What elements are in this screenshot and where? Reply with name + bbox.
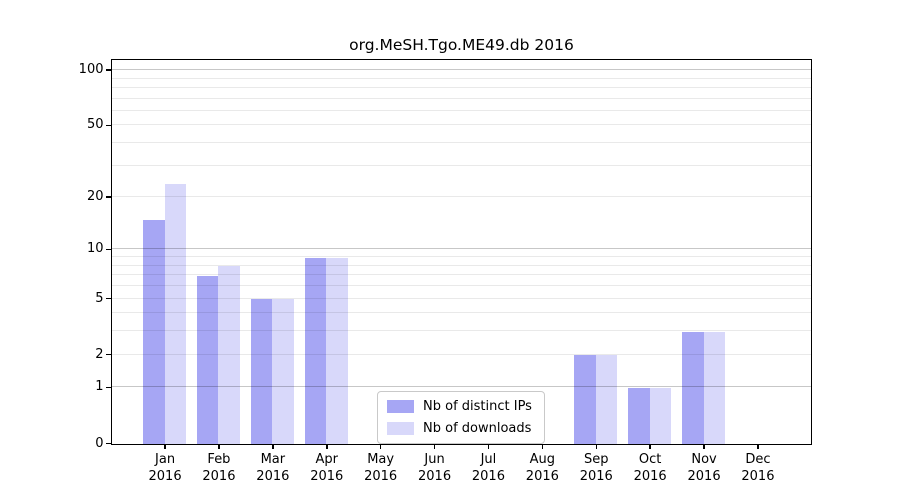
plot-area <box>111 58 812 445</box>
bar-ips-sep <box>574 355 596 444</box>
x-tick-label: Feb 2016 <box>187 452 251 485</box>
x-tick-mark <box>272 444 274 449</box>
x-tick-year: 2016 <box>741 468 775 484</box>
plot-inner <box>112 60 811 444</box>
bar-ips-apr <box>304 257 327 444</box>
y-tick-mark <box>105 248 111 251</box>
x-tick-mark <box>379 444 382 449</box>
x-tick-mark <box>541 444 544 449</box>
x-tick-label: Sep 2016 <box>564 452 628 485</box>
x-tick-label: Dec 2016 <box>726 452 790 485</box>
y-tick-label: 20 <box>86 189 104 205</box>
x-tick-label: May 2016 <box>349 452 413 485</box>
x-tick-mark <box>326 444 328 449</box>
y-tick-mark <box>105 297 111 300</box>
x-tick-mark <box>595 444 597 449</box>
minor-gridline <box>112 297 811 299</box>
bar-downloads-jan <box>164 183 187 444</box>
x-tick-year: 2016 <box>418 468 452 484</box>
x-tick-label: Jul 2016 <box>456 452 520 485</box>
major-gridline <box>112 386 811 388</box>
major-gridline <box>112 248 811 250</box>
x-tick-year: 2016 <box>525 468 559 484</box>
bar-downloads-sep <box>595 355 618 444</box>
x-tick-year: 2016 <box>633 468 667 484</box>
bar-downloads-nov <box>703 331 726 444</box>
minor-gridline <box>112 264 811 266</box>
x-tick-year: 2016 <box>579 468 613 484</box>
x-tick-mark <box>757 444 759 449</box>
bar-ips-mar <box>250 299 273 444</box>
bar-downloads-oct <box>649 387 672 444</box>
major-gridline <box>112 69 811 71</box>
y-tick-label: 2 <box>95 346 104 362</box>
x-tick-year: 2016 <box>310 468 344 484</box>
y-tick-mark <box>105 442 111 445</box>
bar-downloads-feb <box>218 266 240 444</box>
y-tick-label: 50 <box>86 117 104 133</box>
x-tick-year: 2016 <box>471 468 505 484</box>
minor-gridline <box>112 109 811 111</box>
bar-ips-oct <box>628 387 650 444</box>
minor-gridline <box>112 164 811 166</box>
minor-gridline <box>112 256 811 258</box>
minor-gridline <box>112 86 811 88</box>
minor-gridline <box>112 312 811 314</box>
y-tick-mark <box>105 124 111 127</box>
bar-ips-jan <box>143 219 165 444</box>
x-tick-label: Jan 2016 <box>133 452 197 485</box>
x-tick-year: 2016 <box>256 468 290 484</box>
legend-label-downloads: Nb of downloads <box>423 421 532 436</box>
y-tick-label: 0 <box>95 435 104 451</box>
x-tick-mark <box>703 444 705 449</box>
x-tick-label: Oct 2016 <box>618 452 682 485</box>
minor-gridline <box>112 353 811 355</box>
x-tick-year: 2016 <box>202 468 236 484</box>
chart-title: org.MeSH.Tgo.ME49.db 2016 <box>349 36 574 54</box>
legend-swatch-downloads <box>387 422 414 435</box>
x-tick-label: Apr 2016 <box>295 452 359 485</box>
x-tick-year: 2016 <box>148 468 182 484</box>
y-tick-mark <box>105 353 111 356</box>
minor-gridline <box>112 274 811 276</box>
x-tick-label: Aug 2016 <box>510 452 574 485</box>
legend-label-distinct-ips: Nb of distinct IPs <box>423 399 532 414</box>
legend-entry-distinct-ips: Nb of distinct IPs <box>387 399 535 414</box>
bar-downloads-mar <box>272 299 294 444</box>
x-tick-mark <box>487 444 490 449</box>
legend-entry-downloads: Nb of downloads <box>387 421 535 436</box>
bar-ips-nov <box>682 331 704 444</box>
y-tick-label: 1 <box>95 379 104 395</box>
y-tick-label: 10 <box>86 241 104 257</box>
minor-gridline <box>112 285 811 287</box>
legend: Nb of distinct IPs Nb of downloads <box>377 391 545 444</box>
minor-gridline <box>112 77 811 79</box>
minor-gridline <box>112 330 811 332</box>
x-tick-year: 2016 <box>364 468 398 484</box>
x-tick-label: Jun 2016 <box>403 452 467 485</box>
x-tick-mark <box>218 444 220 449</box>
minor-gridline <box>112 97 811 99</box>
x-tick-mark <box>649 444 651 449</box>
bar-downloads-apr <box>326 257 348 444</box>
x-tick-label: Mar 2016 <box>241 452 305 485</box>
minor-gridline <box>112 142 811 144</box>
x-tick-label: Nov 2016 <box>672 452 736 485</box>
x-tick-mark <box>433 444 436 449</box>
minor-gridline <box>112 196 811 198</box>
y-tick-label: 100 <box>78 62 104 78</box>
bar-ips-feb <box>196 275 219 444</box>
y-tick-mark <box>105 69 111 71</box>
y-tick-label: 5 <box>95 290 104 306</box>
minor-gridline <box>112 124 811 126</box>
x-tick-year: 2016 <box>687 468 721 484</box>
legend-swatch-distinct-ips <box>387 400 414 413</box>
y-tick-mark <box>105 196 111 198</box>
y-tick-mark <box>105 386 111 389</box>
x-tick-mark <box>164 444 166 449</box>
